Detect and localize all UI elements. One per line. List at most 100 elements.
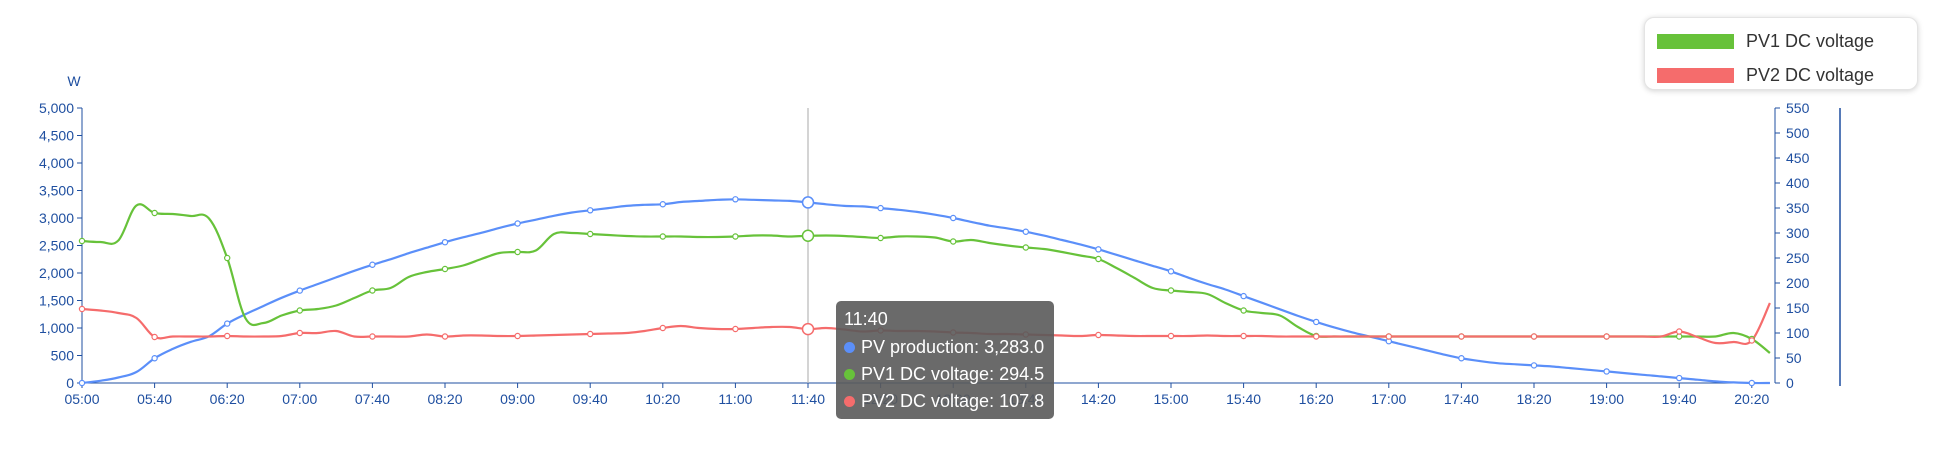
data-point-0-68 [1312, 318, 1320, 326]
x-axis-tick-label: 10:20 [645, 391, 680, 407]
tooltip-row-pv-production: PV production: 3,283.0 [844, 337, 1044, 358]
legend-swatch-pv2 [1657, 67, 1734, 83]
y-axis-left-unit: W [67, 73, 81, 89]
tooltip-dot-pv2 [844, 396, 855, 407]
data-point-0-12 [296, 287, 303, 294]
data-point-2-56 [1095, 331, 1102, 339]
y-axis-right-tick-label: 200 [1786, 275, 1810, 291]
data-point-2-36 [732, 325, 739, 333]
x-axis-tick-label: 20:20 [1734, 391, 1769, 407]
data-point-1-16 [369, 287, 376, 294]
data-point-1-28 [587, 230, 594, 238]
y-axis-right-tick-label: 450 [1786, 150, 1810, 166]
data-point-0-16 [369, 261, 376, 268]
x-axis-tick-label: 19:40 [1662, 391, 1697, 407]
legend-label-pv1: PV1 DC voltage [1746, 30, 1875, 51]
data-point-2-0 [78, 305, 86, 313]
data-point-1-32 [659, 233, 667, 240]
y-axis-right-tick-label: 150 [1786, 300, 1810, 316]
x-axis-tick-label: 14:20 [1081, 391, 1116, 407]
y-axis-left-tick-label: 5,000 [39, 100, 74, 116]
y-axis-left-tick-label: 2,000 [39, 265, 74, 281]
data-point-0-0 [78, 379, 86, 387]
y-axis-right-tick-label: 50 [1786, 350, 1802, 366]
x-axis-tick-label: 05:40 [137, 391, 172, 407]
x-axis-tick-label: 07:40 [355, 391, 390, 407]
x-axis-tick-label: 05:00 [64, 391, 99, 407]
x-axis-tick-label: 11:40 [791, 391, 825, 407]
data-point-0-64 [1240, 292, 1247, 300]
data-point-2-8 [223, 332, 231, 340]
y-axis-left-tick-label: 3,000 [39, 210, 74, 226]
data-point-2-32 [659, 324, 667, 332]
data-point-1-56 [1095, 255, 1102, 263]
data-point-1-8 [223, 254, 231, 262]
data-point-2-60 [1167, 332, 1175, 340]
data-point-2-40 [801, 322, 815, 336]
legend-label-pv2: PV2 DC voltage [1746, 64, 1875, 85]
y-axis-left-tick-label: 4,000 [39, 155, 74, 171]
data-point-2-16 [369, 333, 376, 340]
data-point-2-4 [151, 333, 158, 341]
data-point-1-12 [296, 307, 303, 314]
x-axis-tick-label: 07:00 [282, 391, 317, 407]
data-point-2-84 [1603, 333, 1610, 340]
data-point-1-36 [732, 233, 739, 240]
data-point-0-48 [950, 214, 957, 222]
chart-axes: 05001,0001,5002,0002,5003,0003,5004,0004… [39, 73, 1845, 407]
y-axis-right-tick-label: 550 [1786, 100, 1810, 116]
data-point-0-8 [223, 320, 231, 327]
data-point-1-4 [151, 209, 158, 217]
x-axis-tick-label: 15:00 [1153, 391, 1188, 407]
y-axis-left-tick-label: 1,500 [39, 293, 74, 309]
data-point-0-20 [441, 238, 449, 246]
x-axis-tick-label: 17:40 [1444, 391, 1479, 407]
data-point-0-52 [1022, 228, 1030, 235]
chart-tooltip: 11:40 PV production: 3,283.0 PV1 DC volt… [836, 301, 1054, 419]
data-point-0-4 [151, 355, 158, 362]
data-point-1-44 [877, 234, 884, 242]
x-axis-tick-label: 19:00 [1589, 391, 1624, 407]
data-point-0-88 [1675, 374, 1683, 382]
data-point-1-60 [1167, 287, 1175, 294]
data-point-0-56 [1095, 246, 1102, 253]
data-point-0-36 [732, 196, 739, 203]
tooltip-title: 11:40 [844, 309, 888, 329]
y-axis-left-tick-label: 2,500 [39, 238, 74, 254]
data-point-2-80 [1530, 333, 1538, 340]
series-line-0 [81, 198, 1770, 385]
data-point-2-76 [1458, 333, 1465, 340]
data-point-0-32 [659, 201, 667, 208]
data-point-0-60 [1167, 268, 1175, 275]
y-axis-right-tick-label: 500 [1786, 125, 1810, 141]
tooltip-label-pv1: PV1 DC voltage: 294.5 [861, 364, 1045, 384]
data-point-0-40 [801, 196, 815, 209]
data-point-1-48 [950, 238, 957, 245]
legend-item-pv1[interactable]: PV1 DC voltage [1657, 29, 1874, 53]
y-axis-right-tick-label: 100 [1786, 325, 1810, 341]
data-point-2-12 [296, 329, 303, 337]
tooltip-dot-pv1 [844, 369, 855, 380]
legend-item-pv2[interactable]: PV2 DC voltage [1657, 63, 1874, 87]
tooltip-dot-pv-production [844, 342, 855, 353]
data-point-1-20 [441, 265, 449, 273]
x-axis-tick-label: 08:20 [427, 391, 462, 407]
data-point-1-40 [801, 229, 815, 242]
data-point-0-76 [1458, 355, 1465, 362]
x-axis-tick-label: 11:00 [718, 391, 752, 407]
tooltip-row-pv1: PV1 DC voltage: 294.5 [844, 364, 1044, 385]
data-point-0-24 [514, 220, 521, 227]
legend-swatch-pv1 [1657, 33, 1734, 49]
data-point-1-0 [78, 237, 86, 245]
y-axis-right-tick-label: 400 [1786, 175, 1810, 191]
x-axis-tick-label: 16:20 [1299, 391, 1334, 407]
data-point-2-92 [1748, 337, 1756, 344]
data-point-0-84 [1603, 368, 1610, 375]
data-point-2-88 [1675, 328, 1683, 335]
y-axis-left-tick-label: 500 [51, 348, 75, 364]
y-axis-left-tick-label: 1,000 [39, 320, 74, 336]
data-point-2-68 [1312, 333, 1320, 340]
y-axis-right-tick-label: 250 [1786, 250, 1810, 266]
y-axis-left-tick-label: 4,500 [39, 128, 74, 144]
data-point-2-64 [1240, 332, 1247, 340]
